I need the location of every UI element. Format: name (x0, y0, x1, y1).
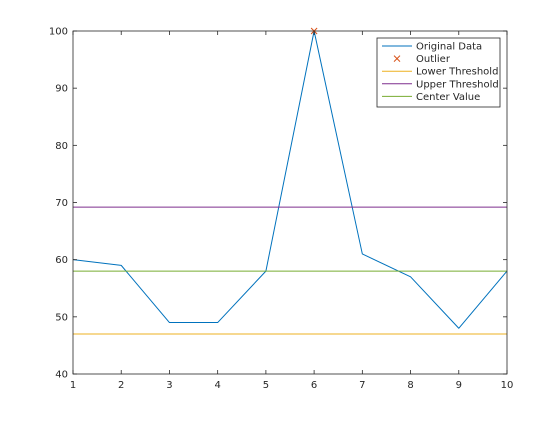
x-tick-label: 3 (166, 380, 172, 391)
legend-label: Lower Threshold (416, 67, 498, 78)
legend-entry: Outlier (393, 54, 451, 65)
x-tick-label: 2 (118, 380, 124, 391)
x-tick-label: 9 (456, 380, 462, 391)
legend-label: Original Data (416, 42, 482, 53)
legend-swatch (393, 55, 401, 62)
legend-label: Center Value (416, 92, 480, 103)
x-tick-label: 5 (263, 380, 269, 391)
legend-entry: Center Value (382, 92, 480, 103)
legend-entry: Lower Threshold (382, 67, 498, 78)
legend-entry: Upper Threshold (382, 79, 499, 90)
y-tick-label: 70 (55, 198, 68, 209)
x-tick-label: 8 (407, 380, 413, 391)
x-tick-label: 4 (214, 380, 220, 391)
y-tick-label: 90 (55, 84, 68, 95)
y-tick-label: 50 (55, 312, 68, 323)
x-tick-label: 6 (311, 380, 317, 391)
x-tick-label: 10 (501, 380, 514, 391)
y-tick-label: 40 (55, 370, 68, 381)
y-tick-label: 100 (49, 27, 68, 38)
legend-box (376, 37, 501, 108)
y-tick-label: 60 (55, 255, 68, 266)
legend-label: Upper Threshold (416, 79, 499, 90)
y-tick-label: 80 (55, 141, 68, 152)
legend-label: Outlier (416, 54, 451, 65)
x-tick-label: 7 (359, 380, 365, 391)
series-line-original-data (72, 30, 508, 329)
legend-entry: Original Data (382, 42, 482, 53)
x-tick-label: 1 (70, 380, 76, 391)
axes-layer: 1 2 3 4 5 6 7 8 9 10 40 50 60 70 80 90 100 (49, 27, 513, 392)
